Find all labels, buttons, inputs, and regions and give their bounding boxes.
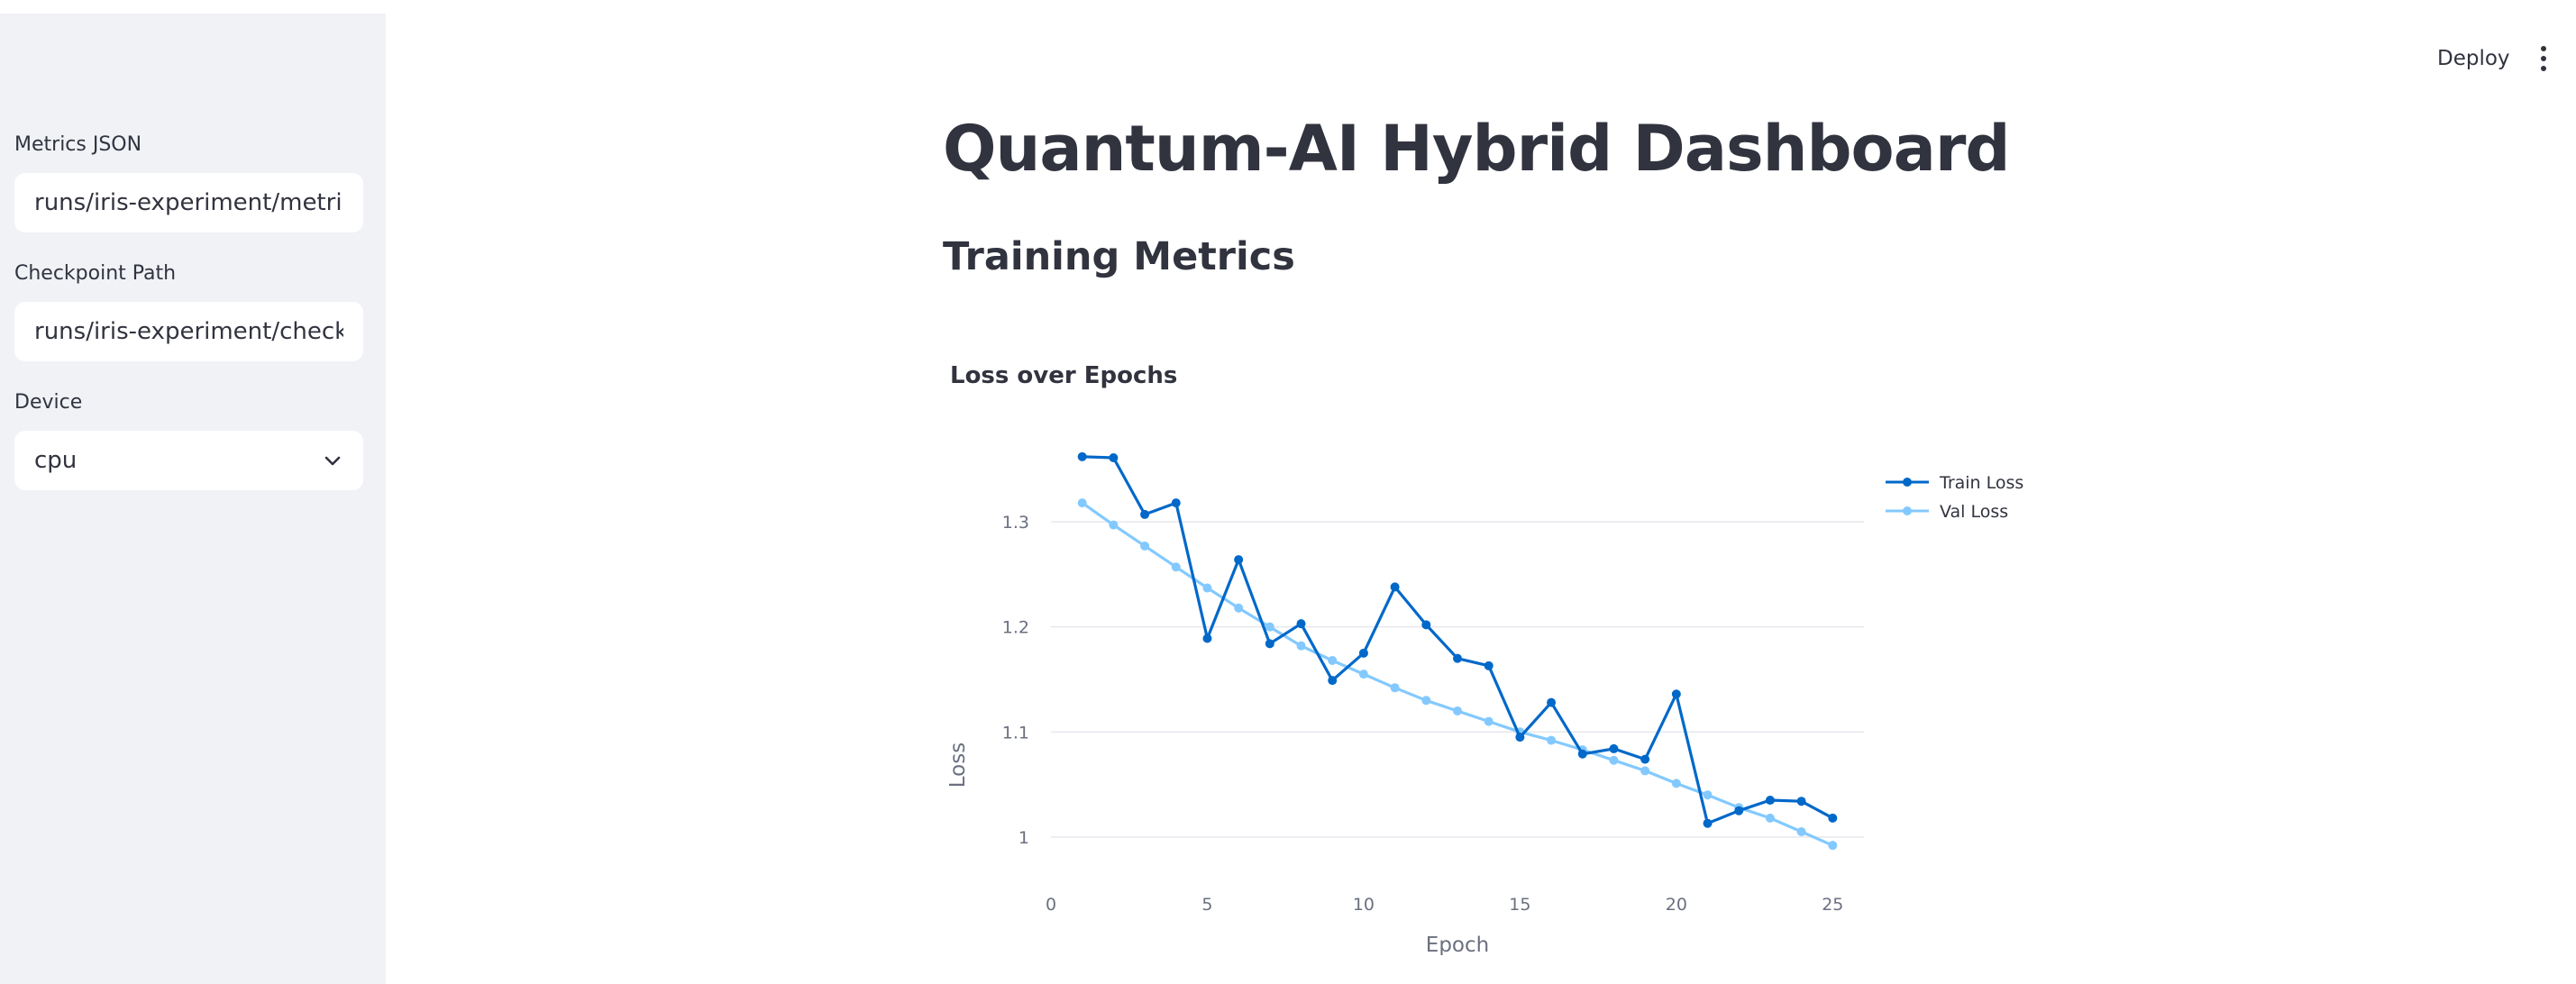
val-loss-point[interactable] <box>1796 827 1806 837</box>
x-axis-ticks: 0 5 10 15 20 25 <box>1046 895 1843 915</box>
sidebar: Metrics JSON Checkpoint Path Device cpu <box>0 14 386 984</box>
train-loss-point[interactable] <box>1296 619 1306 629</box>
chart-grid <box>1051 521 1864 838</box>
x-tick-label: 5 <box>1201 895 1212 915</box>
train-loss-point[interactable] <box>1421 620 1431 630</box>
train-loss-point[interactable] <box>1171 498 1181 508</box>
train-loss-point[interactable] <box>1328 676 1338 686</box>
val-loss-line <box>1081 501 1833 847</box>
chart-legend[interactable]: Train Loss Val Loss <box>1886 473 2023 522</box>
x-tick-label: 10 <box>1353 895 1375 915</box>
train-loss-point[interactable] <box>1077 451 1087 461</box>
device-select[interactable]: cpu <box>14 431 363 490</box>
checkpoint-path-field-box[interactable] <box>14 302 363 361</box>
x-tick-label: 20 <box>1666 895 1687 915</box>
val-loss-point[interactable] <box>1453 706 1462 715</box>
y-axis-ticks: 1 1.1 1.2 1.3 <box>1002 513 1029 848</box>
train-loss-point[interactable] <box>1577 749 1587 759</box>
x-tick-label: 15 <box>1509 895 1530 915</box>
val-loss-point[interactable] <box>1390 683 1400 693</box>
page-title: Quantum-AI Hybrid Dashboard <box>943 112 2011 186</box>
deploy-button[interactable]: Deploy <box>2437 47 2510 70</box>
train-loss-line <box>1082 455 1834 825</box>
y-tick-label: 1 <box>1019 828 1029 848</box>
checkpoint-path-input[interactable] <box>34 318 343 345</box>
chevron-down-icon <box>324 456 341 466</box>
chart-series <box>1077 451 1838 851</box>
val-loss-point[interactable] <box>1765 813 1775 823</box>
val-loss-point[interactable] <box>1640 766 1650 776</box>
x-tick-label: 0 <box>1046 895 1056 915</box>
train-loss-point[interactable] <box>1109 452 1119 462</box>
metrics-json-field-box[interactable] <box>14 173 363 232</box>
train-loss-point[interactable] <box>1671 689 1681 699</box>
train-loss-point[interactable] <box>1796 797 1806 806</box>
train-loss-point[interactable] <box>1265 639 1274 649</box>
val-loss-legend-label[interactable]: Val Loss <box>1940 502 2008 522</box>
val-loss-point[interactable] <box>1484 716 1494 726</box>
metrics-json-label: Metrics JSON <box>14 133 142 156</box>
x-tick-label: 25 <box>1822 895 1843 915</box>
train-loss-point[interactable] <box>1547 697 1557 707</box>
val-loss-point[interactable] <box>1202 583 1212 593</box>
train-loss-point[interactable] <box>1703 818 1713 828</box>
train-loss-point[interactable] <box>1390 582 1400 592</box>
loss-chart: 1 1.1 1.2 1.3 0 5 10 15 20 25 Train Loss Val Loss… <box>946 451 2023 955</box>
chart-title: Loss over Epochs <box>950 362 1178 389</box>
device-select-value: cpu <box>34 447 78 474</box>
val-loss-point[interactable] <box>1609 755 1619 765</box>
val-loss-point[interactable] <box>1358 670 1368 679</box>
train-loss-point[interactable] <box>1234 555 1244 565</box>
val-loss-point[interactable] <box>1328 655 1338 665</box>
train-loss-point[interactable] <box>1358 648 1368 658</box>
device-label: Device <box>14 391 83 414</box>
x-axis-title: Epoch <box>1426 934 1489 955</box>
metrics-json-input[interactable] <box>34 189 343 216</box>
train-loss-legend-label[interactable]: Train Loss <box>1939 473 2023 493</box>
train-loss-point[interactable] <box>1734 806 1744 815</box>
val-loss-point[interactable] <box>1171 562 1181 572</box>
y-tick-label: 1.2 <box>1002 618 1029 638</box>
train-loss-legend-marker <box>1903 478 1912 487</box>
val-loss-point[interactable] <box>1109 520 1119 530</box>
train-loss-point[interactable] <box>1515 733 1525 743</box>
train-loss-point[interactable] <box>1640 754 1650 764</box>
val-loss-point[interactable] <box>1703 790 1713 800</box>
val-loss-point[interactable] <box>1234 603 1244 613</box>
train-loss-point[interactable] <box>1453 653 1462 663</box>
val-loss-point[interactable] <box>1296 641 1306 651</box>
val-loss-point[interactable] <box>1077 498 1087 508</box>
y-tick-label: 1.3 <box>1002 513 1029 533</box>
val-loss-legend-marker <box>1903 506 1912 515</box>
train-loss-point[interactable] <box>1828 813 1838 823</box>
train-loss-point[interactable] <box>1484 661 1494 670</box>
val-loss-point[interactable] <box>1828 841 1838 851</box>
train-loss-point[interactable] <box>1140 509 1150 519</box>
val-loss-point[interactable] <box>1547 735 1557 745</box>
checkpoint-path-label: Checkpoint Path <box>14 262 177 285</box>
y-tick-label: 1.1 <box>1002 723 1029 743</box>
val-loss-point[interactable] <box>1140 541 1150 551</box>
kebab-menu-icon[interactable] <box>2533 43 2554 74</box>
train-loss-point[interactable] <box>1202 633 1212 643</box>
val-loss-point[interactable] <box>1265 622 1274 632</box>
train-loss-point[interactable] <box>1765 796 1775 806</box>
y-axis-title: Loss <box>946 743 970 788</box>
train-loss-point[interactable] <box>1609 743 1619 753</box>
val-loss-point[interactable] <box>1421 696 1431 706</box>
section-title: Training Metrics <box>943 234 1295 279</box>
val-loss-point[interactable] <box>1671 779 1681 788</box>
